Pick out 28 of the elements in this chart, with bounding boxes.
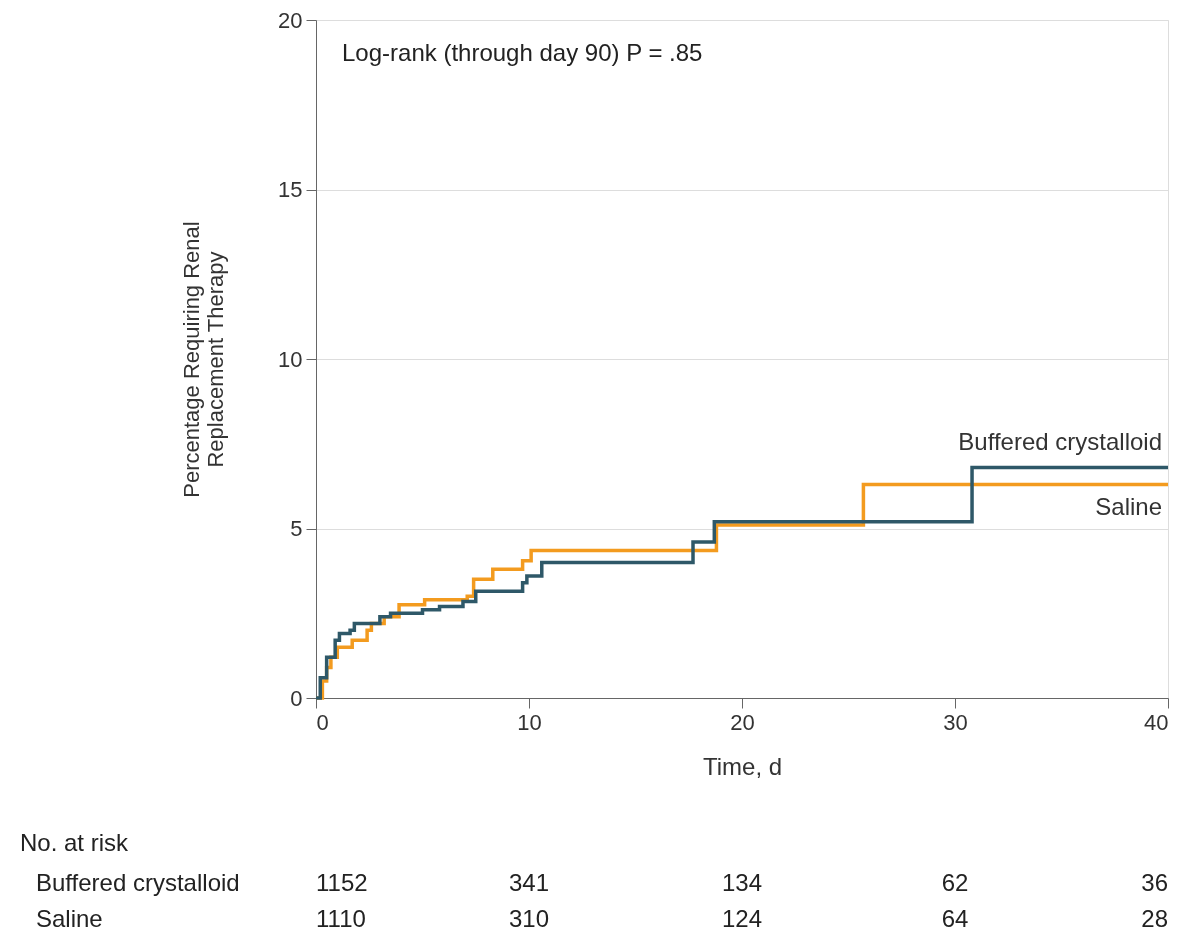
text: Buffered crystalloid: [36, 869, 240, 896]
text: 341: [508, 869, 550, 896]
text: 28: [1141, 905, 1168, 932]
text: 1152: [316, 869, 368, 896]
x-tick-label: 40: [1144, 709, 1169, 735]
x-axis-title: Time, d: [702, 752, 783, 780]
x-tick-label: 10: [517, 709, 542, 735]
y-axis-title: Percentage Requiring Renal Replacement Therapy: [179, 221, 229, 498]
y-tick-label: 15: [278, 177, 303, 202]
text: No. at risk: [20, 829, 130, 856]
y-tick-label: 20: [278, 7, 303, 33]
text: Saline: [36, 905, 103, 932]
x-tick-label: 30: [943, 709, 968, 735]
y-tick-label: 0: [290, 685, 303, 711]
text: 124: [721, 905, 763, 932]
text: 62: [941, 869, 969, 896]
x-tick-label: 0: [316, 709, 329, 735]
text: 36: [1141, 869, 1168, 896]
y-tick-label: 5: [290, 516, 303, 541]
annotation: Log-rank (through day 90) P = .85: [342, 39, 703, 66]
text: 134: [721, 869, 763, 896]
text: 310: [508, 905, 550, 932]
x-tick-label: 20: [730, 709, 755, 735]
text: 64: [941, 905, 969, 932]
y-tick-label: 10: [278, 346, 303, 372]
series-label: Buffered crystalloid: [958, 428, 1162, 456]
series-label: Saline: [1095, 493, 1162, 521]
text: 1110: [316, 905, 366, 932]
